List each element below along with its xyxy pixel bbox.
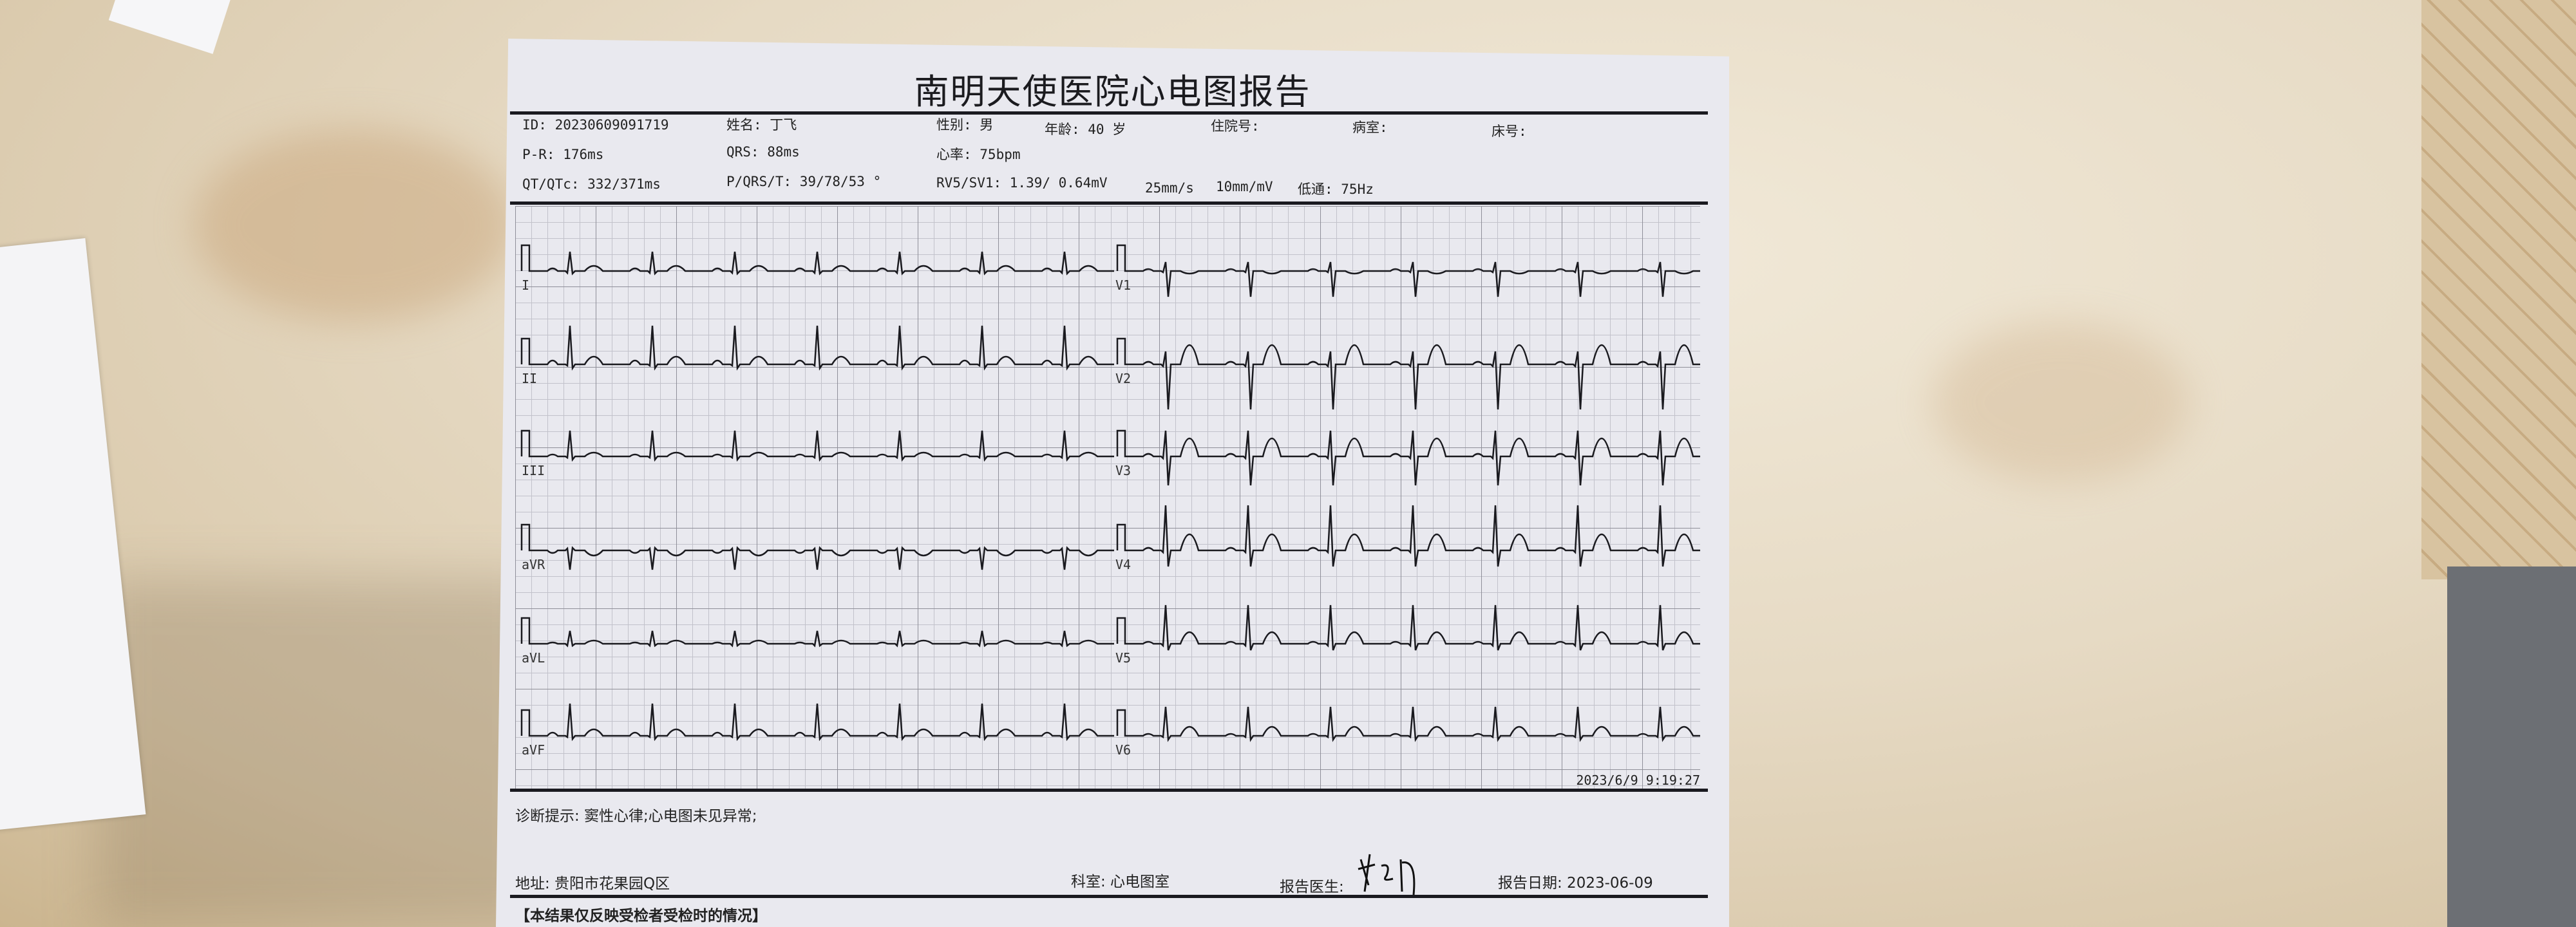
axis: P/QRS/T: 39/78/53 ° xyxy=(726,174,882,189)
address: 地址: 贵阳市花果园Q区 xyxy=(515,876,670,892)
lead-label-V4: V4 xyxy=(1115,557,1132,572)
ecg-trace-aVL xyxy=(520,617,1114,648)
fabric-background xyxy=(2421,0,2576,579)
ecg-trace-V4 xyxy=(1116,505,1700,567)
marble-vein xyxy=(193,129,515,322)
lead-label-V3: V3 xyxy=(1115,463,1132,478)
lead-label-V6: V6 xyxy=(1115,742,1132,758)
lead-label-V1: V1 xyxy=(1115,277,1132,293)
pr-interval: P-R: 176ms xyxy=(522,147,604,162)
lead-label-aVL: aVL xyxy=(522,650,545,666)
ward: 病室: xyxy=(1352,120,1388,135)
ecg-trace-V3 xyxy=(1116,429,1700,486)
ecg-trace-II xyxy=(520,325,1114,371)
header-divider xyxy=(510,111,1708,115)
patient-sex: 性别: 男 xyxy=(936,117,994,133)
grid-top-divider xyxy=(510,201,1708,205)
doctor-signature xyxy=(1358,854,1416,895)
grid-bottom-divider xyxy=(510,789,1708,792)
admission-number: 住院号: xyxy=(1211,118,1260,134)
lead-label-III: III xyxy=(522,463,545,478)
rv5-sv1: RV5/SV1: 1.39/ 0.64mV xyxy=(936,175,1108,191)
doctor-label: 报告医生: xyxy=(1280,879,1344,895)
department: 科室: 心电图室 xyxy=(1071,874,1170,890)
shadow xyxy=(97,579,547,927)
report-title: 南明天使医院心电图报告 xyxy=(914,71,1311,112)
lead-label-I: I xyxy=(522,277,530,293)
report-date: 报告日期: 2023-06-09 xyxy=(1498,875,1653,892)
patient-age: 年龄: 40 岁 xyxy=(1045,122,1126,137)
dark-surface xyxy=(2447,566,2576,927)
ecg-trace-V1 xyxy=(1116,244,1700,297)
ecg-report-paper: 南明天使医院心电图报告 ID: 20230609091719 姓名: 丁飞 性别… xyxy=(496,39,1729,927)
patient-name: 姓名: 丁飞 xyxy=(726,117,797,133)
heart-rate: 心率: 75bpm xyxy=(936,147,1021,162)
ecg-trace-V6 xyxy=(1116,706,1700,742)
ecg-traces xyxy=(520,244,1700,742)
lead-label-V5: V5 xyxy=(1115,650,1132,666)
lead-label-aVR: aVR xyxy=(522,557,545,572)
lead-label-II: II xyxy=(522,371,538,386)
ecg-trace-aVR xyxy=(520,523,1114,570)
ecg-grid xyxy=(515,206,1700,789)
background-paper-sheet xyxy=(0,238,146,831)
marble-vein xyxy=(1932,322,2190,483)
background-paper-corner xyxy=(108,0,233,54)
gain: 10mm/mV xyxy=(1216,179,1273,194)
paper-speed: 25mm/s xyxy=(1145,180,1194,196)
lead-label-V2: V2 xyxy=(1115,371,1132,386)
diagnosis: 诊断提示: 窦性心律;心电图未见异常; xyxy=(515,808,757,825)
lead-label-aVF: aVF xyxy=(522,742,545,758)
ecg-trace-aVF xyxy=(520,703,1114,742)
recording-timestamp: 2023/6/9 9:19:27 xyxy=(1576,772,1700,788)
disclaimer: 【本结果仅反映受检者受检时的情况】 xyxy=(515,908,767,924)
bed-number: 床号: xyxy=(1492,124,1527,139)
ecg-trace-V2 xyxy=(1116,337,1700,410)
footer-divider xyxy=(510,895,1708,898)
ecg-trace-I xyxy=(520,244,1114,276)
ecg-trace-III xyxy=(520,429,1114,462)
patient-id: ID: 20230609091719 xyxy=(522,117,669,133)
ecg-trace-V5 xyxy=(1116,604,1700,651)
lowpass-filter: 低通: 75Hz xyxy=(1298,182,1374,197)
qrs-duration: QRS: 88ms xyxy=(726,144,800,160)
qt-qtc: QT/QTc: 332/371ms xyxy=(522,176,661,192)
